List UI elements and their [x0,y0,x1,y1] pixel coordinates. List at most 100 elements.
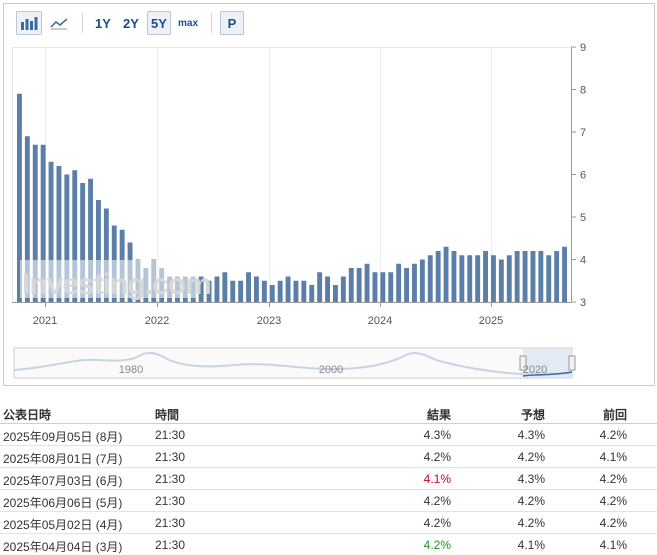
navigator-tick-label: 2020 [523,364,547,376]
y-tick-label: 4 [580,255,586,267]
data-bar [396,263,402,302]
data-bar [88,178,93,302]
x-tick-label: 2024 [368,315,392,327]
table-body: 2025年09月05日 (8月) 21:30 4.3% 4.3% 4.2% 2025年08… [0,424,657,555]
cell-previous: 4.2% [599,428,627,442]
cell-time: 21:30 [155,428,186,442]
cell-actual: 4.2% [423,516,451,530]
data-bar [435,251,441,302]
data-bar [348,268,354,302]
navigator-selection-line [522,371,573,377]
data-bar [546,255,552,302]
data-bar [538,251,544,302]
header-date: 公表日時 [3,408,52,422]
data-bar [32,144,38,302]
data-bar [72,170,78,302]
navigator-handle [519,355,527,371]
data-bar [372,272,378,302]
range-5y-button[interactable]: 5Y [147,11,171,35]
cell-actual: 4.1% [423,472,451,486]
data-bar [475,255,481,302]
toolbar-divider [211,13,213,33]
cell-forecast: 4.2% [517,516,545,530]
data-bar [222,272,228,302]
data-bar [333,285,338,302]
cell-actual: 4.2% [423,538,451,552]
cell-previous: 4.1% [599,538,627,552]
table-row: 2025年06月06日 (5月) 21:30 4.2% 4.2% 4.2% [0,490,657,512]
cell-date: 2025年09月05日 (8月) [3,430,123,444]
data-bar [317,272,323,302]
data-bar [467,255,473,302]
data-bar [198,276,204,302]
data-bar [261,280,267,302]
cell-date: 2025年07月03日 (6月) [3,474,123,488]
data-bar [404,268,409,302]
range-max-button[interactable]: max [178,17,199,29]
data-bar [364,263,370,302]
range-1y-button[interactable]: 1Y [95,15,111,31]
data-bar [443,246,449,302]
y-tick-label: 7 [580,127,586,139]
line-chart-button[interactable] [46,11,72,35]
x-tick-label: 2021 [33,315,57,327]
chart-panel: 3 4 5 6 7 8 9 2021 2022 2023 2024 2025 Investing.com… [3,3,655,386]
data-bar [254,276,259,302]
bar-chart-icon [21,17,38,30]
data-bar [238,280,244,302]
data-bar [56,166,62,302]
y-tick-label: 5 [580,212,586,224]
line-chart-icon [50,18,68,30]
cell-date: 2025年06月06日 (5月) [3,496,123,510]
cell-time: 21:30 [155,516,186,530]
cell-time: 21:30 [155,538,186,552]
data-bar [24,136,30,302]
data-bar [80,183,86,302]
data-bar [427,255,433,302]
navigator-line [13,352,573,376]
table-row: 2025年08月01日 (7月) 21:30 4.2% 4.2% 4.1% [0,446,657,468]
data-bar [230,280,236,302]
bar-chart-button[interactable] [16,11,42,35]
cell-forecast: 4.1% [517,538,545,552]
data-bar [419,259,425,302]
cell-previous: 4.2% [599,472,627,486]
data-bar [491,255,496,302]
table-row: 2025年07月03日 (6月) 21:30 4.1% 4.3% 4.2% [0,468,657,490]
cell-date: 2025年08月01日 (7月) [3,452,123,466]
cell-forecast: 4.2% [517,450,545,464]
table-row: 2025年09月05日 (8月) 21:30 4.3% 4.3% 4.2% [0,424,657,446]
data-bar [380,272,386,302]
data-bar [340,276,346,302]
data-bar [483,251,488,302]
data-bar [388,272,394,302]
data-bar [522,251,528,302]
cell-actual: 4.2% [423,494,451,508]
navigator-handle [568,355,576,371]
data-bar [277,280,283,302]
data-bar [514,251,520,302]
cell-time: 21:30 [155,494,186,508]
data-bar [103,208,109,302]
data-bar [412,263,417,302]
range-2y-button[interactable]: 2Y [123,15,139,31]
header-time: 時間 [155,408,180,422]
navigator-tick-label: 2000 [319,364,343,376]
data-bar [269,285,275,302]
data-bar [96,200,101,302]
watermark-logo: Investing.com [22,268,211,301]
data-bar [356,268,362,302]
cell-previous: 4.2% [599,494,627,508]
data-bar [562,246,567,302]
data-bar [64,174,70,302]
watermark-bg [20,260,198,298]
navigator-tick-label: 1980 [119,364,143,376]
data-bar [506,255,512,302]
data-bar [498,259,504,302]
header-actual: 結果 [426,408,451,422]
cell-forecast: 4.3% [517,472,545,486]
data-bar [246,272,251,302]
print-button[interactable]: P [220,11,245,35]
table-row: 2025年04月04日 (3月) 21:30 4.2% 4.1% 4.1% [0,534,657,555]
